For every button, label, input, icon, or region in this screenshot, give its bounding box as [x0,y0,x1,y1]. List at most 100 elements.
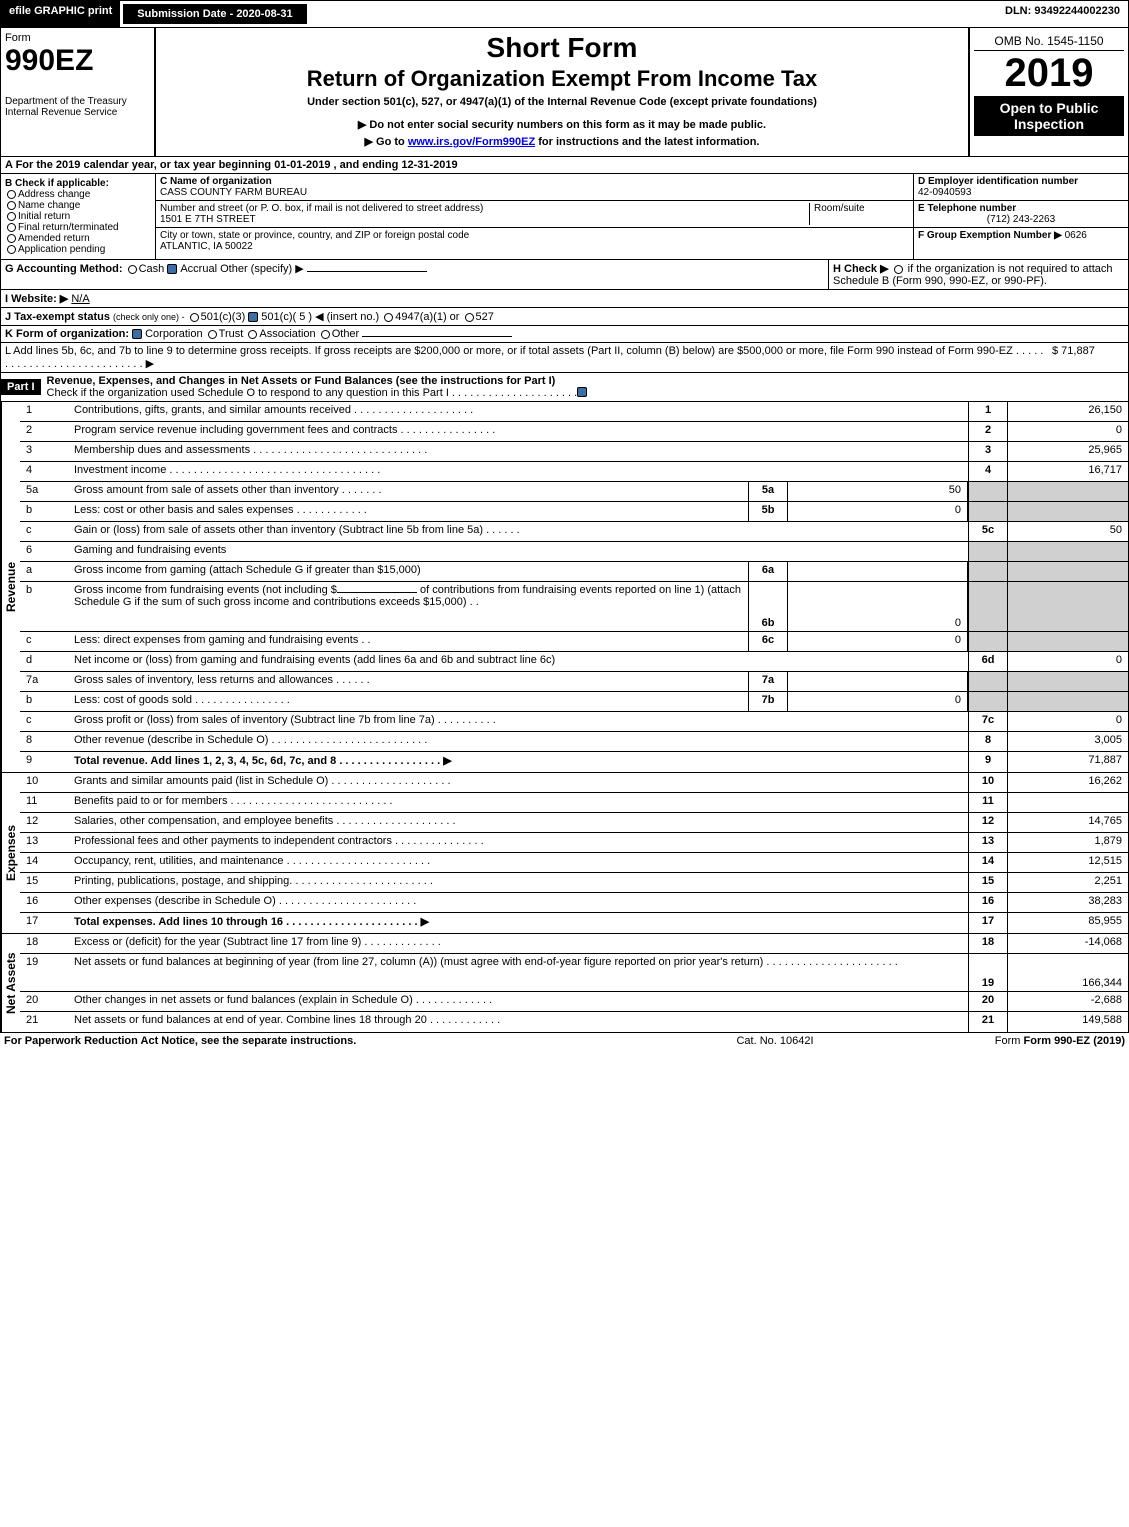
line-6a-desc: Gross income from gaming (attach Schedul… [70,562,748,581]
cash-check[interactable] [128,265,137,274]
irs-link[interactable]: www.irs.gov/Form990EZ [408,136,535,148]
line-10-desc: Grants and similar amounts paid (list in… [70,773,968,792]
check-name-change[interactable]: Name change [5,200,151,211]
line-13-num: 13 [20,833,70,852]
j-527-check[interactable] [465,313,474,322]
line-8-desc: Other revenue (describe in Schedule O) .… [70,732,968,751]
line-6b-contrib-input[interactable] [337,592,417,593]
city-state-zip: ATLANTIC, IA 50022 [160,241,909,252]
k-other-check[interactable] [321,330,330,339]
line-14-box: 14 [968,853,1008,872]
k-other-input[interactable] [362,336,512,337]
expenses-grid: 10Grants and similar amounts paid (list … [20,773,1128,933]
line-21-desc: Net assets or fund balances at end of ye… [70,1012,968,1032]
check-amended-return[interactable]: Amended return [5,233,151,244]
accrual-check[interactable] [167,264,177,274]
line-7b-mbox [968,692,1008,711]
j-cell: J Tax-exempt status (check only one) - 5… [1,308,1128,325]
line-1-val: 26,150 [1008,402,1128,421]
check-final-return[interactable]: Final return/terminated [5,222,151,233]
line-6c-mbox [968,632,1008,651]
part1-scho-check[interactable] [577,387,587,397]
i-label: I Website: ▶ [5,293,68,305]
line-5a-mval [1008,482,1128,501]
goto-suffix: for instructions and the latest informat… [535,136,759,148]
line-11-desc: Benefits paid to or for members . . . . … [70,793,968,812]
h-check-row: H Check ▶ if the organization is not req… [828,260,1128,289]
line-5c-box: 5c [968,522,1008,541]
submission-date: Submission Date - 2020-08-31 [122,3,307,25]
line-5a-desc: Gross amount from sale of assets other t… [70,482,748,501]
part1-check-text: Check if the organization used Schedule … [47,387,578,399]
part1-label: Part I [1,379,41,395]
goto-prefix: ▶ Go to [365,136,408,148]
check-application-pending[interactable]: Application pending [5,244,151,255]
line-6b-mbox [968,582,1008,631]
check-if-applicable: B Check if applicable: [5,178,151,189]
goto-line: ▶ Go to www.irs.gov/Form990EZ for instru… [160,135,964,148]
line-21-box: 21 [968,1012,1008,1032]
j-501c3-check[interactable] [190,313,199,322]
line-8-num: 8 [20,732,70,751]
j-527: 527 [476,311,494,323]
line-12-desc: Salaries, other compensation, and employ… [70,813,968,832]
line-7b-snum: 7b [748,692,788,711]
line-13-val: 1,879 [1008,833,1128,852]
k-cell: K Form of organization: Corporation Trus… [1,326,1128,342]
line-4-val: 16,717 [1008,462,1128,481]
j-4947-check[interactable] [384,313,393,322]
line-2-box: 2 [968,422,1008,441]
h-checkbox[interactable] [894,265,903,274]
check-initial-return[interactable]: Initial return [5,211,151,222]
line-10-num: 10 [20,773,70,792]
col-center: C Name of organization CASS COUNTY FARM … [156,174,913,259]
line-11-num: 11 [20,793,70,812]
line-6b-num: b [20,582,70,631]
accrual-label: Accrual [180,263,217,275]
line-7b-sval: 0 [788,692,968,711]
header-right: OMB No. 1545-1150 2019 Open to Public In… [968,28,1128,156]
line-12-val: 14,765 [1008,813,1128,832]
efile-print-label[interactable]: efile GRAPHIC print [1,1,120,27]
other-specify-input[interactable] [307,271,427,272]
line-10-val: 16,262 [1008,773,1128,792]
paperwork-notice: For Paperwork Reduction Act Notice, see … [4,1035,625,1047]
line-6c-mval [1008,632,1128,651]
dept-treasury: Department of the Treasury [5,96,150,107]
k-trust: Trust [219,328,244,340]
k-trust-check[interactable] [208,330,217,339]
k-assoc-check[interactable] [248,330,257,339]
line-6a-num: a [20,562,70,581]
line-9-val: 71,887 [1008,752,1128,772]
line-17-desc: Total expenses. Add lines 10 through 16 … [70,913,968,933]
j-label: J Tax-exempt status [5,311,110,323]
line-9-num: 9 [20,752,70,772]
line-6c-desc: Less: direct expenses from gaming and fu… [70,632,748,651]
subtitle: Under section 501(c), 527, or 4947(a)(1)… [160,96,964,108]
line-8-val: 3,005 [1008,732,1128,751]
line-8-box: 8 [968,732,1008,751]
check-address-change[interactable]: Address change [5,189,151,200]
netassets-grid: 18Excess or (deficit) for the year (Subt… [20,934,1128,1032]
line-7a-snum: 7a [748,672,788,691]
line-15-num: 15 [20,873,70,892]
line-6d-num: d [20,652,70,671]
main-title: Return of Organization Exempt From Incom… [160,66,964,92]
line-16-val: 38,283 [1008,893,1128,912]
line-7a-sval [788,672,968,691]
address-row: Number and street (or P. O. box, if mail… [156,201,913,228]
k-corp-check[interactable] [132,329,142,339]
form-label: Form [5,32,150,44]
line-19-val: 166,344 [1008,954,1128,991]
line-2-desc: Program service revenue including govern… [70,422,968,441]
line-6b-mval [1008,582,1128,631]
room-suite-label: Room/suite [809,203,909,225]
line-19-desc: Net assets or fund balances at beginning… [70,954,968,991]
form-number: 990EZ [5,44,150,78]
street-address: 1501 E 7TH STREET [160,214,809,225]
f-value: 0626 [1065,230,1087,241]
line-7c-box: 7c [968,712,1008,731]
j-501c-check[interactable] [248,312,258,322]
line-7b-num: b [20,692,70,711]
header-left: Form 990EZ Department of the Treasury In… [1,28,156,156]
